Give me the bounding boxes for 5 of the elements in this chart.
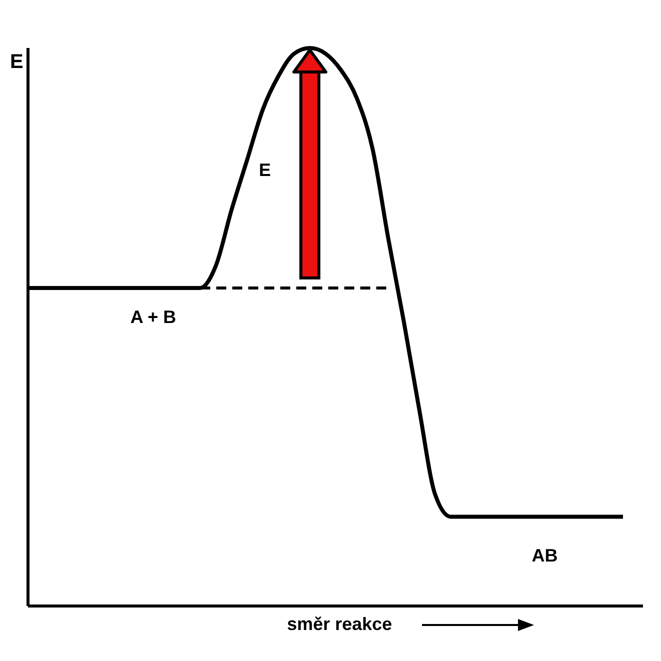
annotation: E — [258, 160, 271, 180]
annotation: AB — [532, 546, 558, 566]
annotation: A + B — [130, 306, 176, 327]
y-axis-title: E — [10, 51, 24, 73]
x-axis-title: směr reakce — [286, 614, 392, 635]
